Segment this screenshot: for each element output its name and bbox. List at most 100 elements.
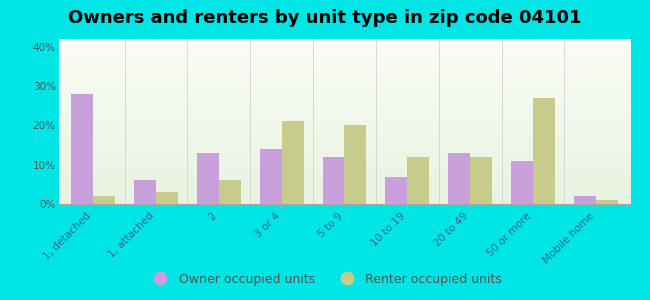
Bar (58, 161, 630, 163)
Bar (58, 120, 630, 122)
Bar (58, 141, 630, 143)
Bar (58, 44, 630, 46)
Bar (58, 116, 630, 118)
Bar (58, 136, 630, 138)
Bar (58, 128, 630, 130)
Bar (58, 123, 630, 125)
Bar (448, 153, 470, 204)
Bar (197, 153, 219, 204)
Bar (58, 52, 630, 54)
Text: Owners and renters by unit type in zip code 04101: Owners and renters by unit type in zip c… (68, 9, 582, 27)
Bar (58, 169, 630, 171)
Bar (58, 115, 630, 116)
Bar (58, 75, 630, 77)
Bar (58, 138, 630, 140)
Bar (58, 145, 630, 146)
Bar (58, 83, 630, 85)
Bar (470, 157, 492, 204)
Bar (134, 180, 156, 204)
Bar (58, 77, 630, 79)
Bar (58, 174, 630, 176)
Bar (58, 135, 630, 136)
Bar (58, 108, 630, 110)
Bar (71, 94, 93, 204)
Bar (58, 93, 630, 95)
Bar (58, 92, 630, 93)
Bar (93, 196, 115, 204)
Bar (58, 168, 630, 169)
Bar (58, 59, 630, 60)
Bar (58, 193, 630, 194)
Bar (58, 105, 630, 106)
Bar (58, 97, 630, 98)
Bar (58, 40, 630, 42)
Bar (58, 112, 630, 113)
Bar (408, 157, 430, 204)
Bar (58, 122, 630, 123)
Bar (58, 153, 630, 154)
Bar (58, 102, 630, 103)
Bar (58, 50, 630, 52)
Bar (58, 166, 630, 168)
Bar (58, 186, 630, 188)
Bar (58, 197, 630, 199)
Bar (385, 176, 408, 204)
Bar (58, 154, 630, 156)
Bar (58, 67, 630, 69)
Bar (58, 49, 630, 50)
Bar (58, 184, 630, 186)
Bar (58, 159, 630, 161)
Bar (58, 54, 630, 56)
Bar (219, 180, 240, 204)
Bar (58, 189, 630, 191)
Bar (533, 98, 555, 204)
Bar (58, 64, 630, 65)
Bar (58, 88, 630, 90)
Bar (58, 178, 630, 179)
Bar (58, 201, 630, 202)
Bar (58, 149, 630, 151)
Bar (58, 172, 630, 174)
Bar (58, 46, 630, 47)
Bar (58, 199, 630, 201)
Bar (344, 125, 367, 204)
Bar (58, 181, 630, 182)
Bar (58, 56, 630, 57)
Bar (58, 146, 630, 148)
Bar (58, 106, 630, 108)
Bar (58, 82, 630, 83)
Bar (58, 42, 630, 44)
Bar (58, 179, 630, 181)
Bar (58, 100, 630, 102)
Bar (58, 65, 630, 67)
Bar (58, 196, 630, 197)
Bar (58, 79, 630, 80)
Bar (322, 157, 344, 204)
Bar (58, 80, 630, 82)
Bar (511, 161, 533, 204)
Bar (156, 192, 178, 204)
Bar (58, 156, 630, 158)
Bar (259, 149, 281, 204)
Bar (58, 62, 630, 64)
Bar (58, 90, 630, 92)
Bar (574, 196, 596, 204)
Bar (58, 148, 630, 149)
Bar (58, 39, 630, 40)
Bar (58, 143, 630, 145)
Bar (58, 60, 630, 62)
Bar (58, 98, 630, 100)
Bar (58, 57, 630, 59)
Bar (58, 87, 630, 88)
Bar (58, 131, 630, 133)
Bar (58, 103, 630, 105)
Bar (58, 126, 630, 128)
Bar (58, 74, 630, 75)
Bar (596, 200, 618, 204)
Bar (58, 113, 630, 115)
Bar (58, 118, 630, 120)
Bar (58, 47, 630, 49)
Bar (58, 176, 630, 178)
Bar (58, 163, 630, 164)
Bar (58, 72, 630, 74)
